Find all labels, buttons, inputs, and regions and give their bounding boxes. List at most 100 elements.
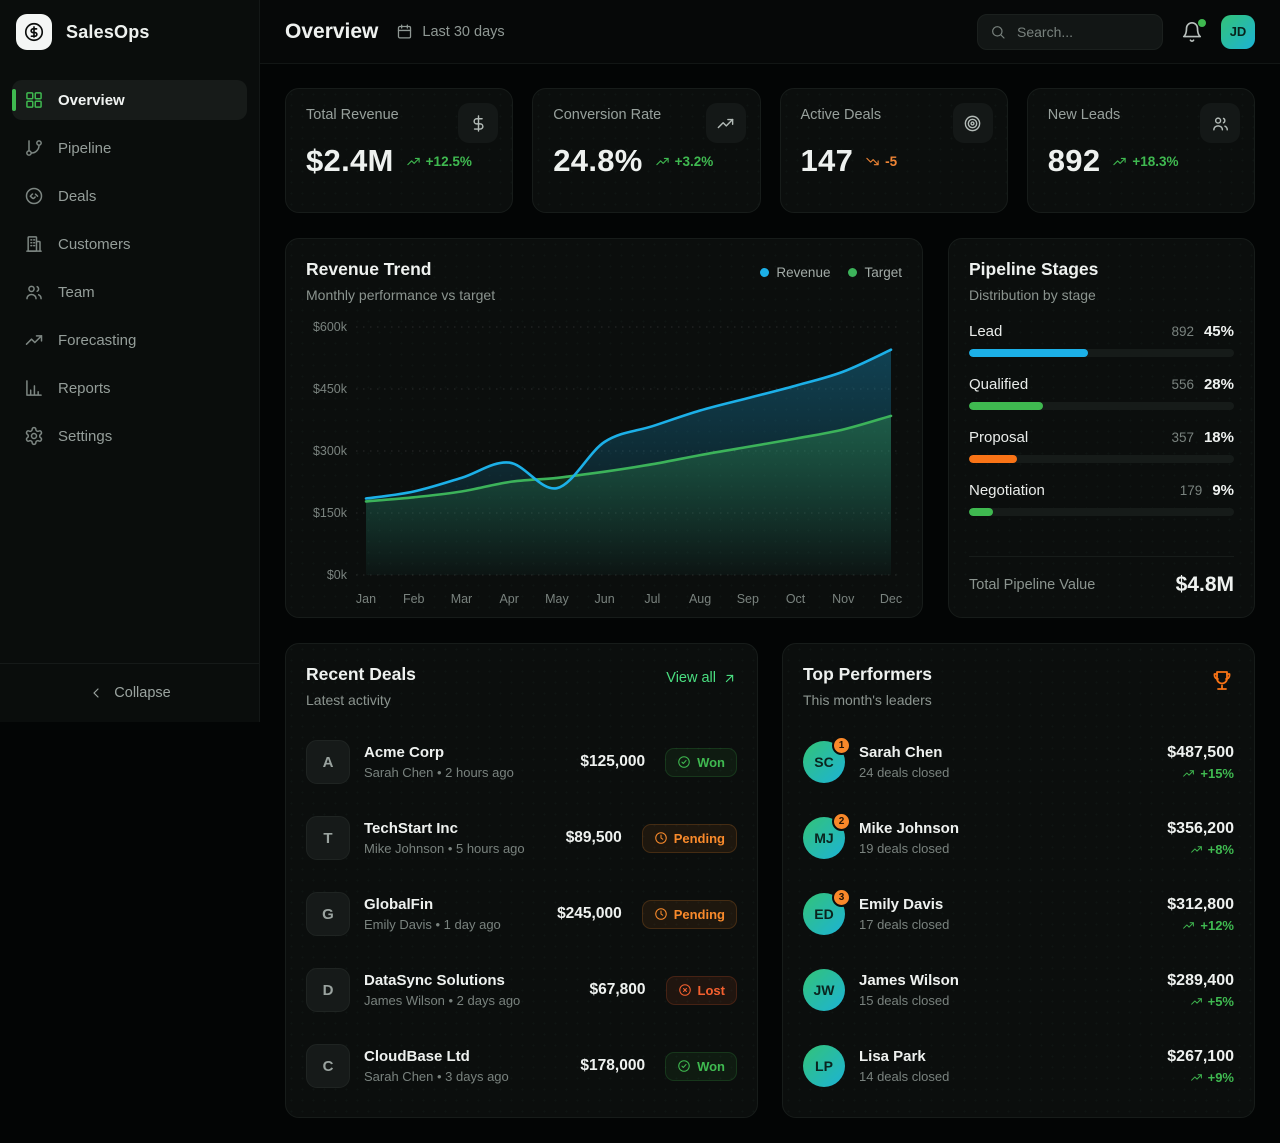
pipeline-stage-qualified: Qualified 556 28% (969, 376, 1234, 410)
stage-progress-fill (969, 508, 993, 516)
kpi-value: 24.8% (553, 143, 643, 178)
sidebar-item-pipeline[interactable]: Pipeline (12, 128, 247, 168)
stage-name: Negotiation (969, 482, 1045, 499)
dashboard-content: Total Revenue $2.4M +12.5% Conversion Ra… (260, 64, 1280, 1143)
handshake-icon (24, 186, 44, 206)
kpi-delta: +3.2% (655, 154, 713, 169)
clock-icon (654, 831, 668, 845)
pipeline-total-value: $4.8M (1175, 573, 1234, 596)
performer-amount: $487,500 (1167, 743, 1234, 761)
user-avatar[interactable]: JD (1221, 14, 1255, 49)
svg-text:Jul: Jul (644, 592, 660, 606)
sidebar-item-deals[interactable]: Deals (12, 176, 247, 216)
kpi-label: Total Revenue (306, 107, 399, 123)
stage-progress-track (969, 402, 1234, 410)
search-input[interactable] (1015, 22, 1150, 41)
pipeline-stage-lead: Lead 892 45% (969, 323, 1234, 357)
sidebar-item-label: Team (58, 283, 95, 301)
deal-amount: $125,000 (580, 753, 646, 770)
deal-status-badge: Pending (641, 823, 737, 853)
stage-progress-track (969, 508, 1234, 516)
main-area: Overview Last 30 days JD Total Revenue $… (260, 0, 1280, 1142)
deal-status-badge: Lost (665, 975, 737, 1005)
stage-name: Lead (969, 323, 1003, 340)
users-icon (1211, 114, 1230, 133)
sidebar-item-reports[interactable]: Reports (12, 368, 247, 408)
search-box[interactable] (977, 13, 1163, 50)
sidebar-item-label: Forecasting (58, 331, 137, 349)
performer-row-mike-johnson[interactable]: MJ 2 Mike Johnson 19 deals closed $356,2… (803, 800, 1234, 876)
gear-icon (24, 426, 44, 446)
svg-text:Feb: Feb (403, 592, 425, 606)
top-performers-card: Top Performers This month's leaders SC 1… (782, 643, 1255, 1118)
pipeline-title: Pipeline Stages (969, 259, 1099, 279)
notifications-bell[interactable] (1181, 18, 1206, 43)
deal-row-acme-corp[interactable]: A Acme Corp Sarah Chen • 2 hours ago $12… (306, 724, 737, 800)
performer-deals: 14 deals closed (859, 1069, 950, 1084)
trending-up-icon (1190, 843, 1203, 856)
trending-up-icon (1182, 767, 1195, 780)
view-all-label: View all (666, 670, 716, 686)
search-icon (990, 24, 1006, 40)
performer-row-james-wilson[interactable]: JW James Wilson 15 deals closed $289,400… (803, 952, 1234, 1028)
sidebar-item-label: Settings (58, 427, 113, 445)
deal-row-cloudbase-ltd[interactable]: C CloudBase Ltd Sarah Chen • 3 days ago … (306, 1028, 737, 1104)
sidebar-item-settings[interactable]: Settings (12, 416, 247, 456)
chevron-left-icon (88, 685, 104, 701)
sidebar-item-label: Customers (58, 235, 131, 253)
deal-status-badge: Pending (641, 899, 737, 929)
view-all-link[interactable]: View all (666, 670, 737, 686)
collapse-button[interactable]: Collapse (0, 663, 259, 722)
users-icon (1200, 103, 1240, 143)
performer-row-emily-davis[interactable]: ED 3 Emily Davis 17 deals closed $312,80… (803, 876, 1234, 952)
performer-delta: +8% (1167, 842, 1234, 857)
dollar-icon (469, 114, 488, 133)
performer-row-sarah-chen[interactable]: SC 1 Sarah Chen 24 deals closed $487,500… (803, 724, 1234, 800)
sidebar-item-forecasting[interactable]: Forecasting (12, 320, 247, 360)
stage-name: Proposal (969, 429, 1029, 446)
deal-meta: Emily Davis • 1 day ago (364, 917, 501, 932)
check-circle-icon (677, 1059, 691, 1073)
performer-deals: 19 deals closed (859, 841, 950, 856)
stage-count: 357 (1171, 430, 1194, 445)
kpi-card-new-leads: New Leads 892 +18.3% (1026, 88, 1255, 213)
date-range-selector[interactable]: Last 30 days (396, 23, 505, 40)
deal-row-datasync-solutions[interactable]: D DataSync Solutions James Wilson • 2 da… (306, 952, 737, 1028)
performer-delta: +5% (1167, 994, 1234, 1009)
deal-company: Acme Corp (364, 744, 445, 761)
pipeline-stage-negotiation: Negotiation 179 9% (969, 482, 1234, 516)
deal-amount: $245,000 (557, 905, 622, 922)
revenue-trend-chart-area: $0k $150k $300k $450k $600k Jan Feb Mar Apr May Ju… (306, 311, 902, 616)
chart-title: Revenue Trend (306, 259, 432, 279)
deal-company: GlobalFin (364, 896, 434, 913)
rank-badge: 1 (832, 736, 851, 755)
deal-row-techstart-inc[interactable]: T TechStart Inc Mike Johnson • 5 hours a… (306, 800, 737, 876)
company-avatar: A (306, 740, 350, 784)
sidebar-item-customers[interactable]: Customers (12, 224, 247, 264)
calendar-icon (396, 23, 413, 40)
deal-company: TechStart Inc (364, 820, 458, 837)
sidebar-item-overview[interactable]: Overview (12, 80, 247, 120)
page-title: Overview (285, 19, 379, 43)
svg-text:Nov: Nov (832, 592, 855, 606)
top-performers-title: Top Performers (803, 664, 933, 684)
company-avatar: D (306, 968, 350, 1012)
performer-row-lisa-park[interactable]: LP Lisa Park 14 deals closed $267,100 +9… (803, 1028, 1234, 1104)
svg-text:Aug: Aug (689, 592, 711, 606)
trending-up-icon (406, 154, 421, 169)
chart-legend: Revenue Target (760, 265, 902, 280)
trending-down-icon (865, 154, 880, 169)
deal-row-globalfin[interactable]: G GlobalFin Emily Davis • 1 day ago $245… (306, 876, 737, 952)
performer-amount: $289,400 (1167, 971, 1234, 989)
rank-badge: 3 (832, 888, 851, 907)
deal-amount: $89,500 (565, 829, 622, 846)
sidebar-item-team[interactable]: Team (12, 272, 247, 312)
recent-deals-title: Recent Deals (306, 664, 416, 684)
performer-avatar: ED 3 (803, 888, 851, 935)
company-avatar: T (306, 816, 350, 860)
performer-list: SC 1 Sarah Chen 24 deals closed $487,500… (803, 724, 1234, 1104)
kpi-card-total-revenue: Total Revenue $2.4M +12.5% (285, 88, 514, 213)
pipeline-stage-proposal: Proposal 357 18% (969, 429, 1234, 463)
app-logo (16, 14, 52, 50)
trending-up-icon (705, 103, 746, 143)
